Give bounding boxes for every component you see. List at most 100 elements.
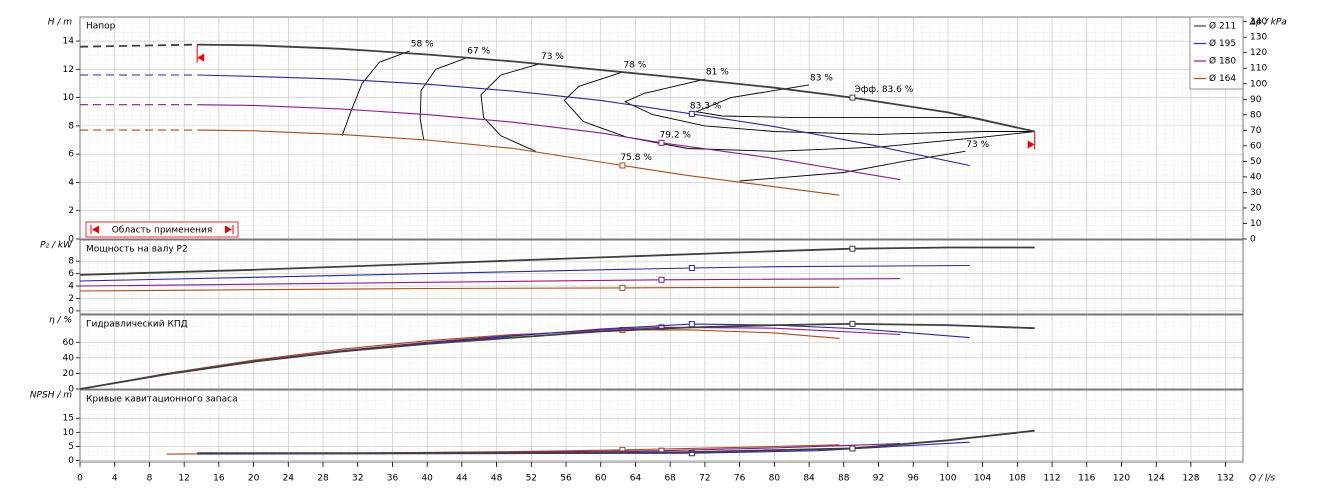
y-tick-label: 15	[63, 414, 74, 424]
y2-tick-label: 110	[1250, 64, 1267, 74]
x-tick-label: 72	[699, 474, 710, 484]
iso-efficiency-line	[341, 50, 410, 136]
x-tick-label: 56	[560, 474, 572, 484]
legend-label: Ø 211	[1209, 21, 1236, 32]
iso-efficiency-label: 73 %	[541, 52, 564, 62]
x-tick-label: 60	[595, 474, 607, 484]
iso-efficiency-line	[623, 78, 1035, 135]
x-tick-label: 84	[803, 474, 815, 484]
y2-tick-label: 90	[1250, 95, 1262, 105]
head-curve-extension	[79, 43, 198, 48]
x-tick-label: 32	[352, 474, 363, 484]
legend-box	[1189, 16, 1244, 90]
y-tick-label: 60	[63, 338, 75, 348]
x-tick-label: 12	[178, 474, 189, 484]
y-tick-label: 0	[68, 456, 74, 466]
x-tick-label: 104	[974, 474, 991, 484]
curve	[79, 246, 1035, 276]
x-tick-label: 68	[664, 474, 676, 484]
y-tick-label: 10	[63, 93, 75, 103]
y-tick-label: 12	[63, 65, 74, 75]
bep-marker	[658, 324, 665, 331]
head-curve	[197, 74, 970, 167]
minor-grid	[80, 17, 1243, 239]
iso-efficiency-label: 78 %	[623, 61, 646, 71]
curve	[79, 286, 840, 292]
y-axis-label: H / m	[48, 18, 73, 28]
x-tick-label: 124	[1148, 474, 1165, 484]
y-tick-label: 20	[63, 369, 75, 379]
iso-efficiency-line	[739, 150, 966, 182]
y-tick-label: 5	[68, 442, 74, 452]
y2-tick-label: 10	[1250, 219, 1262, 229]
x-tick-label: 64	[630, 474, 642, 484]
x-tick-label: 92	[873, 474, 884, 484]
y-tick-label: 8	[68, 121, 74, 131]
y-tick-label: 14	[63, 37, 75, 47]
iso-efficiency-line	[563, 71, 1035, 152]
y2-tick-label: 140	[1250, 17, 1267, 27]
iso-efficiency-label: 58 %	[411, 39, 434, 49]
y-tick-label: 10	[63, 428, 75, 438]
x-tick-label: 36	[387, 474, 399, 484]
y-tick-label: 0	[68, 306, 74, 316]
x-tick-label: 96	[907, 474, 919, 484]
y-tick-label: 40	[63, 353, 75, 363]
x-tick-label: 112	[1043, 474, 1060, 484]
x-tick-label: 28	[317, 474, 329, 484]
y2-tick-label: 60	[1250, 141, 1262, 151]
y-tick-label: 6	[68, 150, 74, 160]
curve	[197, 429, 1035, 455]
y-tick-label: 2	[68, 206, 74, 216]
bep-marker	[688, 110, 695, 117]
y2-axis-label: Δp / kPa	[1249, 18, 1287, 28]
iso-efficiency-line	[419, 57, 467, 141]
x-tick-label: 20	[248, 474, 260, 484]
y-axis-label: NPSH / m	[30, 391, 72, 401]
y-tick-label: 8	[68, 257, 74, 267]
y2-tick-label: 0	[1250, 235, 1256, 245]
bep-marker	[619, 284, 626, 291]
x-axis-label: Q / l/s	[1249, 474, 1275, 484]
x-tick-label: 108	[1009, 474, 1026, 484]
x-tick-label: 80	[769, 474, 781, 484]
x-tick-label: 120	[1113, 474, 1130, 484]
y2-tick-label: 30	[1250, 188, 1262, 198]
x-tick-label: 44	[456, 474, 468, 484]
x-tick-label: 16	[213, 474, 225, 484]
legend-label: Ø 195	[1209, 38, 1236, 49]
bep-label: Эфф. 83.6 %	[854, 85, 913, 95]
curve	[79, 322, 1035, 390]
x-tick-label: 100	[939, 474, 956, 484]
legend-label: Ø 180	[1209, 56, 1236, 67]
panel-title: Кривые кавитационного запаса	[86, 395, 238, 405]
y2-tick-label: 40	[1250, 172, 1262, 182]
y-tick-label: 4	[68, 178, 74, 188]
head-curve	[197, 104, 901, 181]
range-box-arrow	[92, 225, 99, 234]
iso-efficiency-line	[694, 84, 1035, 132]
legend: Ø 211 Ø 195 Ø 180 Ø 164	[1189, 16, 1244, 90]
x-tick-label: 40	[421, 474, 433, 484]
panel-title: Гидравлический КПД	[86, 320, 188, 330]
head-curve	[197, 43, 1035, 133]
x-tick-label: 116	[1078, 474, 1095, 484]
iso-efficiency-label: 67 %	[467, 47, 490, 57]
iso-efficiency-label: 81 %	[706, 68, 729, 78]
x-tick-label: 52	[526, 474, 537, 484]
x-tick-label: 4	[112, 474, 118, 484]
x-tick-label: 132	[1217, 474, 1234, 484]
head-curve	[197, 129, 840, 196]
bep-label: 75.8 %	[620, 153, 652, 163]
curve	[79, 329, 840, 390]
range-box-arrow	[225, 225, 232, 234]
bep-marker	[849, 445, 856, 452]
x-tick-label: 0	[77, 474, 83, 484]
x-tick-label: 128	[1182, 474, 1199, 484]
bep-label: 79.2 %	[660, 130, 692, 140]
panel-frame	[79, 239, 1244, 315]
x-tick-label: 24	[283, 474, 295, 484]
range-box	[85, 221, 239, 238]
curve	[79, 278, 901, 287]
iso-efficiency-label: 73 %	[966, 140, 989, 150]
